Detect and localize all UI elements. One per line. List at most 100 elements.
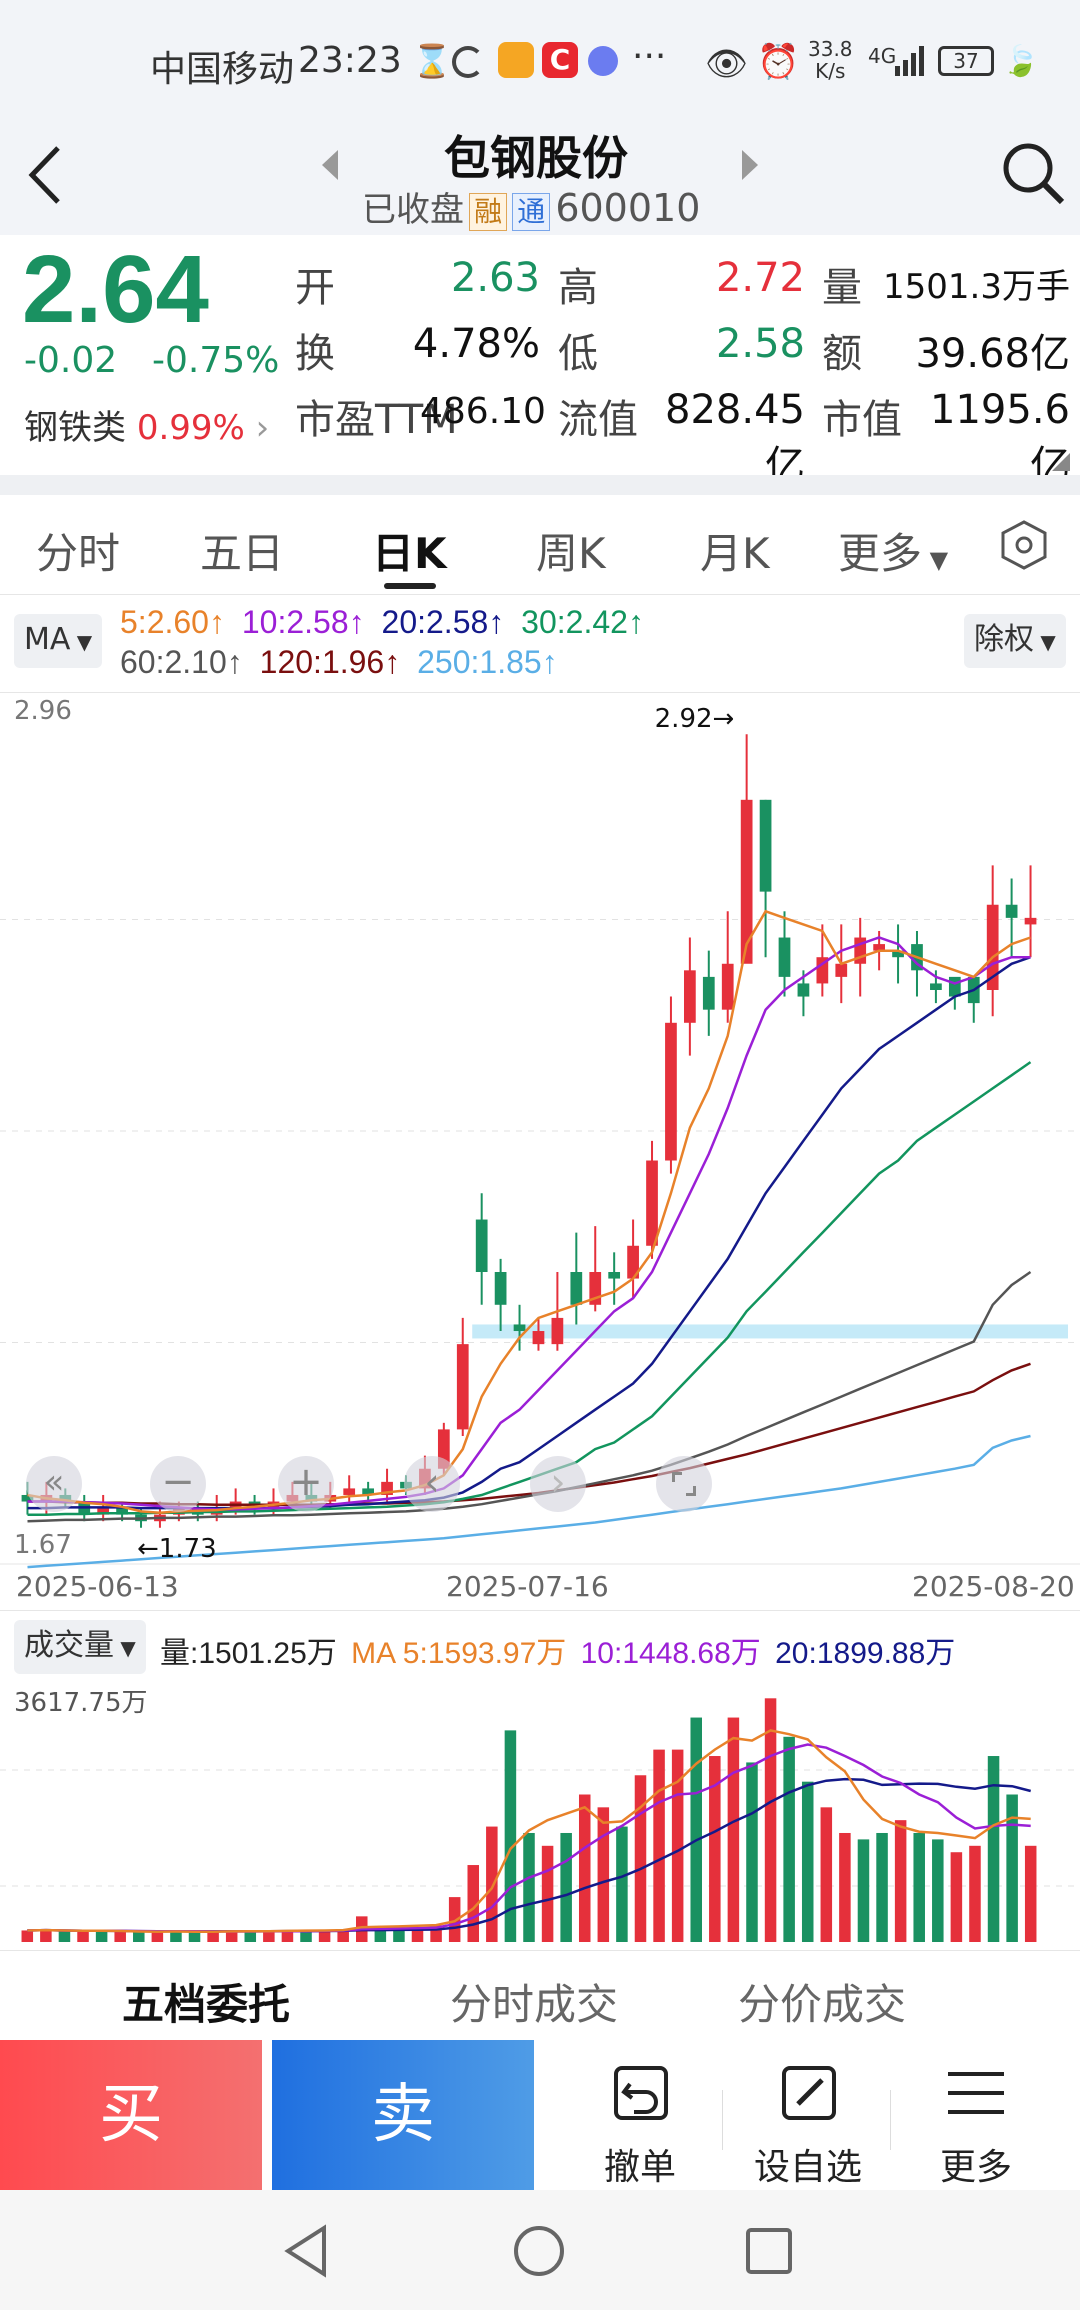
volume-ma5: MA 5:1593.97万 <box>351 1637 567 1670</box>
ma-legend-row2: 60:2.10↑ 120:1.96↑ 250:1.85↑ <box>120 644 558 681</box>
mcap-label: 市值 <box>822 397 902 443</box>
music-icon <box>588 46 618 76</box>
volume-bar <box>560 1832 572 1942</box>
back-icon[interactable] <box>20 140 70 210</box>
volume-bar <box>318 1929 331 1942</box>
candle-body <box>702 976 715 1010</box>
ma5-line <box>27 909 1031 1514</box>
tab-tick-trades[interactable]: 分时成交 <box>450 1980 619 2029</box>
caret-down-icon: ▼ <box>70 630 93 654</box>
zoom-in-icon[interactable]: + <box>278 1456 334 1512</box>
adjust-label: 除权 <box>974 622 1034 657</box>
ma-legend-row1: 5:2.60↑ 10:2.58↑ 20:2.58↑ 30:2.42↑ <box>120 604 644 641</box>
turnover-value: 4.78% <box>412 321 540 367</box>
stock-header: 包钢股份 已收盘 融 通 600010 <box>0 120 1080 235</box>
volume-chart[interactable] <box>0 1680 1080 1950</box>
tab-more[interactable]: 更多 ▼ <box>838 520 948 581</box>
nav-recents-icon[interactable] <box>744 2226 794 2276</box>
signal-icon <box>895 44 925 76</box>
volume-bar <box>40 1929 52 1942</box>
x-label-end: 2025-08-20 <box>912 1570 1075 1603</box>
settings-hexagon-icon[interactable] <box>998 519 1050 571</box>
candle-body <box>456 1344 469 1430</box>
ma-selector[interactable]: MA ▼ <box>14 614 103 668</box>
candle-body <box>343 1488 356 1495</box>
volume-legend: 量:1501.25万 MA 5:1593.97万 10:1448.68万 20:… <box>160 1628 955 1672</box>
volume-current: 量:1501.25万 <box>160 1637 337 1670</box>
candle-body <box>551 1317 564 1345</box>
volume-bar <box>225 1930 238 1942</box>
candle-body <box>116 1508 128 1515</box>
volume-bar <box>857 1839 870 1942</box>
volume-bar <box>969 1845 981 1942</box>
volume-bar <box>634 1775 647 1942</box>
y-max-label: 2.96 <box>14 696 72 726</box>
low-label: 低 <box>558 331 598 377</box>
scroll-right-icon[interactable]: › <box>530 1456 586 1512</box>
ma10-legend: 10:2.58↑ <box>241 604 365 640</box>
tab-monthly-k[interactable]: 月K <box>700 529 770 578</box>
stock-code: 600010 <box>555 186 701 230</box>
tab-intraday[interactable]: 分时 <box>36 529 121 578</box>
candle-body <box>627 1245 639 1279</box>
volume-bar <box>467 1865 480 1942</box>
divider <box>890 2090 891 2150</box>
tab-order-book[interactable]: 五档委托 <box>122 1980 291 2029</box>
candle-body <box>1005 904 1018 918</box>
candle-body <box>835 963 848 977</box>
search-icon[interactable] <box>1000 140 1066 206</box>
volume-bar <box>486 1826 498 1942</box>
volume-bar <box>523 1832 535 1942</box>
nav-home-icon[interactable] <box>512 2224 566 2278</box>
divider <box>0 1610 1080 1611</box>
edit-icon <box>782 2066 836 2120</box>
fullscreen-icon[interactable] <box>656 1456 712 1512</box>
scroll-left-icon[interactable]: ‹ <box>404 1456 460 1512</box>
rewind-icon[interactable]: « <box>26 1456 82 1512</box>
ma-selector-label: MA <box>24 622 71 657</box>
sector-link[interactable]: 钢铁类 0.99% › <box>24 400 269 449</box>
tab-weekly-k[interactable]: 周K <box>536 529 606 578</box>
candle-body <box>608 1272 621 1279</box>
volume-bar <box>894 1820 907 1942</box>
alarm-icon: ⏰ <box>757 42 800 82</box>
action-bar: 买 卖 撤单 设自选 更多 <box>0 2040 1080 2190</box>
tab-daily-k[interactable]: 日K <box>372 529 447 578</box>
candle-body <box>721 963 734 1010</box>
y-min-label: 1.67 <box>14 1530 72 1560</box>
tab-five-day[interactable]: 五日 <box>200 529 285 578</box>
signal-type: 4G <box>868 44 897 68</box>
volume-bar <box>114 1931 126 1942</box>
more-actions-button[interactable]: 更多 <box>896 2040 1056 2190</box>
volume-bar <box>58 1931 71 1942</box>
battery-icon: 37 <box>938 46 994 76</box>
float-label: 流值 <box>558 397 638 443</box>
candle-body <box>986 904 999 990</box>
zoom-out-icon[interactable]: − <box>150 1456 206 1512</box>
candle-body <box>494 1272 507 1305</box>
adjust-selector[interactable]: 除权 ▼ <box>964 614 1066 668</box>
nav-back-icon[interactable] <box>282 2224 332 2278</box>
volume-bar <box>801 1781 814 1942</box>
next-stock-icon[interactable] <box>738 145 762 185</box>
add-watchlist-button[interactable]: 设自选 <box>728 2040 888 2190</box>
volume-bar <box>411 1927 424 1942</box>
prev-stock-icon[interactable] <box>318 145 342 185</box>
tab-price-trades[interactable]: 分价成交 <box>738 1980 907 2029</box>
carrier-label: 中国移动 <box>150 49 295 90</box>
stock-subtitle: 已收盘 融 通 600010 <box>362 182 700 231</box>
eye-icon: 👁 <box>705 44 749 84</box>
volume-selector[interactable]: 成交量 ▼ <box>14 1620 146 1674</box>
c-app-icon: C <box>542 42 578 78</box>
ma250-line <box>27 1434 1031 1569</box>
volume-max-label: 3617.75万 <box>14 1688 148 1718</box>
system-nav-bar <box>0 2190 1080 2310</box>
expand-corner-icon[interactable] <box>1052 453 1070 471</box>
sell-button[interactable]: 卖 <box>272 2040 534 2190</box>
cancel-order-button[interactable]: 撤单 <box>560 2040 720 2190</box>
volume-bar <box>616 1826 628 1942</box>
volume-bar <box>281 1930 294 1942</box>
divider <box>0 692 1080 693</box>
buy-button[interactable]: 买 <box>0 2040 262 2190</box>
low-marker-label: ←1.73 <box>137 1533 217 1564</box>
